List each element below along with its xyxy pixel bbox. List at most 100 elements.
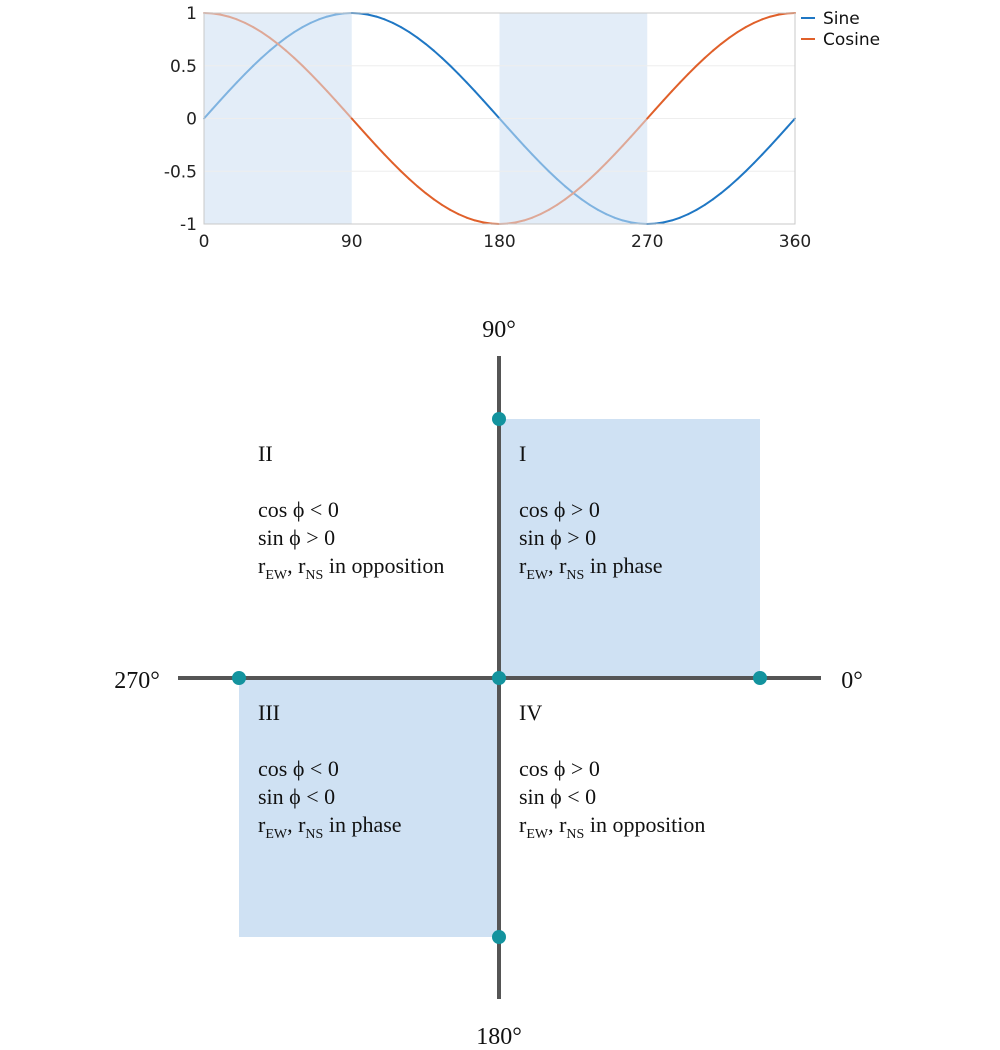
- cosine-line-segment: [285, 49, 296, 59]
- sine-line-segment: [662, 219, 673, 224]
- sine-line-segment: [703, 198, 714, 206]
- quadrant-I-text: I cos ϕ > 0 sin ϕ > 0 rEW, rNS in phase: [519, 441, 663, 583]
- sine-line-segment: [514, 135, 526, 147]
- sine-line-segment: [309, 18, 320, 24]
- cosine-line-segment: [523, 216, 534, 222]
- quadrant-I-relation: rEW, rNS in phase: [519, 553, 663, 583]
- cosine-line-segment: [293, 56, 304, 67]
- sine-line-segment: [547, 170, 558, 181]
- cosine-line-segment: [597, 162, 608, 173]
- cosine-line-segment: [408, 178, 419, 188]
- sine-line-segment: [317, 15, 329, 21]
- sine-line-segment: [597, 208, 608, 216]
- quadrant-I-numeral: I: [519, 441, 526, 466]
- cosine-line-segment: [687, 64, 698, 75]
- cosine-line-segment: [564, 192, 575, 201]
- cosine-line-segment: [695, 56, 706, 67]
- sine-line-segment: [761, 144, 772, 156]
- cosine-line-segment: [506, 221, 517, 225]
- sine-line-segment: [687, 208, 698, 216]
- relation-text: in phase: [323, 812, 401, 837]
- sine-line-segment: [203, 108, 214, 120]
- cosine-line-segment: [252, 26, 263, 34]
- y-tick-label: -0.5: [164, 162, 197, 182]
- cosine-line-segment: [301, 64, 312, 75]
- sine-line-segment: [752, 153, 764, 165]
- sine-line-segment: [670, 216, 682, 222]
- sine-line-segment: [244, 64, 255, 75]
- cosine-line-segment: [654, 99, 665, 111]
- cosine-line-segment: [367, 135, 378, 147]
- x-tick-label: 90: [341, 232, 363, 252]
- cosine-line-segment: [211, 12, 222, 16]
- sine-line-segment: [375, 15, 386, 21]
- quadrant-III-sin: sin ϕ < 0: [258, 784, 335, 809]
- cosine-line-segment: [736, 26, 747, 34]
- cosine-line-segment: [752, 18, 764, 24]
- cosine-line-segment: [457, 213, 468, 219]
- sine-line-segment: [785, 117, 796, 129]
- sub-ew: EW: [526, 827, 549, 842]
- r-ew: r: [519, 812, 527, 837]
- quadrant-IV-text: IV cos ϕ > 0 sin ϕ < 0 rEW, rNS in oppos…: [519, 700, 705, 842]
- legend-label-sine: Sine: [823, 9, 860, 29]
- cosine-line-segment: [441, 203, 452, 211]
- sine-line-segment: [736, 170, 747, 181]
- r-ns: , r: [287, 553, 306, 578]
- quadrant-III-fill: [239, 678, 499, 937]
- cosine-line-segment: [244, 21, 255, 29]
- cosine-line-segment: [744, 21, 755, 29]
- sine-line-segment: [613, 216, 624, 222]
- cosine-line-segment: [235, 18, 247, 24]
- cosine-line-segment: [317, 81, 329, 93]
- x-tick-label: 0: [199, 232, 210, 252]
- quadrant-I-sin: sin ϕ > 0: [519, 525, 596, 550]
- cosine-line-segment: [621, 135, 632, 147]
- sine-line-segment: [490, 108, 501, 120]
- cosine-line-segment: [720, 36, 731, 45]
- sine-line-segment: [531, 153, 542, 165]
- sine-line-segment: [473, 90, 485, 102]
- x-tick-label: 270: [631, 232, 663, 252]
- sine-line-segment: [769, 135, 780, 147]
- legend: Sine Cosine: [801, 9, 880, 50]
- cosine-line-segment: [761, 15, 772, 21]
- cosine-line-segment: [424, 192, 435, 201]
- cosine-line-segment: [276, 42, 288, 52]
- sine-line-segment: [334, 12, 345, 16]
- r-ns: , r: [287, 812, 306, 837]
- sine-line-segment: [564, 185, 575, 195]
- cosine-line-segment: [350, 117, 361, 129]
- cosine-line-segment: [416, 185, 427, 195]
- sine-line-segment: [654, 221, 665, 225]
- cosine-line-segment: [531, 213, 542, 219]
- sine-line-segment: [408, 31, 419, 39]
- cosine-line-segment: [646, 108, 657, 120]
- sine-line-segment: [679, 213, 690, 219]
- cosine-line-segment: [383, 153, 394, 165]
- quadrant-I-fill: [499, 419, 760, 678]
- cosine-line-segment: [473, 219, 485, 224]
- sine-line-segment: [572, 192, 583, 201]
- cosine-line-segment: [326, 90, 337, 102]
- cosine-line-segment: [605, 153, 616, 165]
- sub-ew: EW: [265, 827, 288, 842]
- sine-line-segment: [539, 162, 550, 173]
- sine-line-segment: [449, 64, 460, 75]
- cosine-line-segment: [777, 12, 788, 16]
- cosine-line-segment: [539, 208, 550, 216]
- cosine-line-segment: [342, 108, 353, 120]
- x-tick-label: 180: [483, 232, 515, 252]
- marker-origin: [492, 671, 506, 685]
- sine-line-segment: [424, 42, 435, 52]
- sine-line-segment: [383, 18, 394, 24]
- sine-line-segment: [416, 36, 427, 45]
- sine-line-segment: [326, 13, 337, 18]
- sub-ew: EW: [526, 568, 549, 583]
- marker-left: [232, 671, 246, 685]
- sine-line-segment: [301, 21, 312, 29]
- sine-line-segment: [523, 144, 534, 156]
- marker-top: [492, 412, 506, 426]
- sine-line-segment: [252, 56, 263, 67]
